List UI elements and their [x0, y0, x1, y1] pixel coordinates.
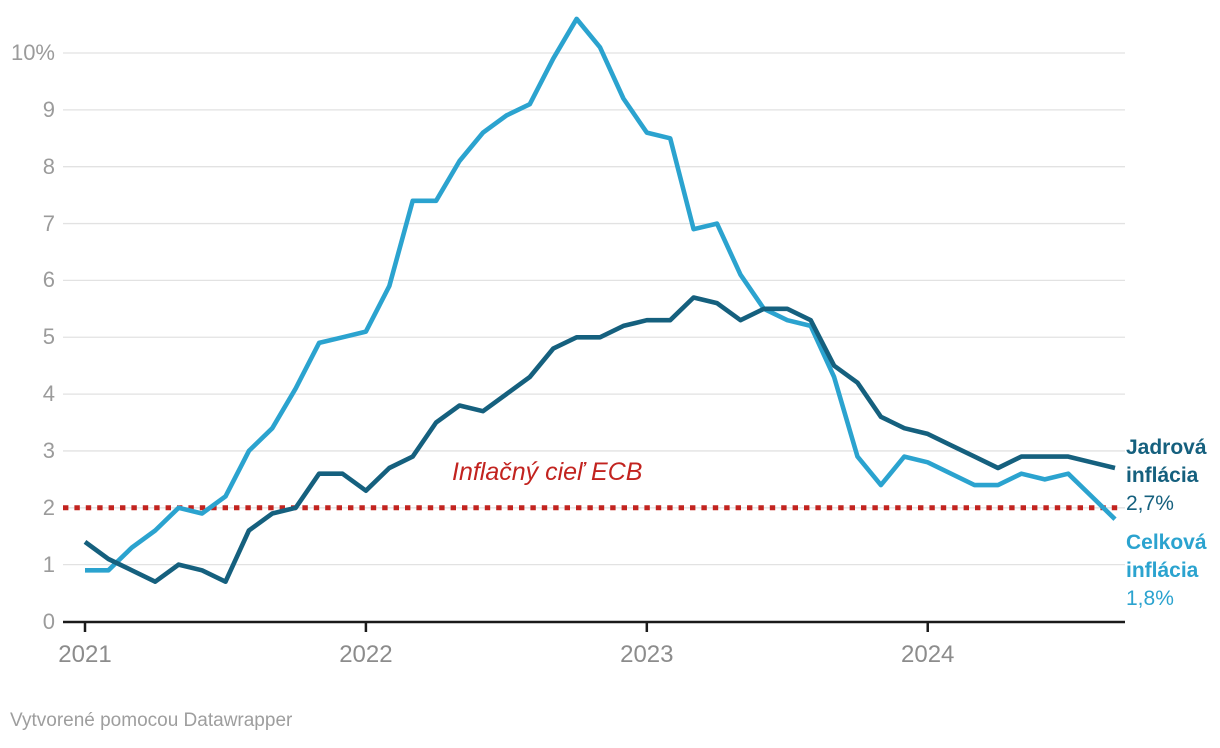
y-axis-label-7: 7 — [42, 210, 55, 236]
series-label-core-line2: inflácia — [1126, 464, 1199, 487]
series-label-core-line1: Jadrová — [1126, 436, 1207, 459]
y-axis-label-8: 8 — [42, 153, 55, 179]
y-axis-label-5: 5 — [42, 324, 55, 350]
series-label-headline-line2: inflácia — [1126, 559, 1199, 582]
y-axis-label-6: 6 — [42, 267, 55, 293]
series-line-headline — [85, 16, 1117, 573]
series-label-headline-line1: Celková — [1126, 531, 1207, 554]
y-axis-label-3: 3 — [42, 437, 55, 463]
ecb-target-annotation: Inflačný cieľ ECB — [452, 458, 643, 486]
x-axis-label-2023: 2023 — [620, 641, 674, 668]
series-label-headline-inflation: Celková inflácia 1,8% — [1126, 529, 1207, 613]
series-value-core: 2,7% — [1126, 492, 1174, 515]
series-value-headline: 1,8% — [1126, 587, 1174, 610]
series-label-core-inflation: Jadrová inflácia 2,7% — [1126, 434, 1207, 518]
x-axis-label-2022: 2022 — [339, 641, 393, 668]
x-axis-label-2024: 2024 — [901, 641, 955, 668]
series-line-core — [83, 295, 1116, 585]
x-axis-label-2021: 2021 — [58, 641, 112, 668]
y-axis-label-9: 9 — [42, 96, 55, 122]
y-axis-label-1: 1 — [42, 551, 55, 577]
y-axis-label-4: 4 — [42, 381, 55, 407]
y-axis-label-2: 2 — [42, 494, 55, 520]
y-axis-label-10: 10% — [10, 40, 55, 65]
y-axis-label-0: 0 — [42, 608, 55, 634]
datawrapper-attribution: Vytvorené pomocou Datawrapper — [10, 710, 293, 731]
